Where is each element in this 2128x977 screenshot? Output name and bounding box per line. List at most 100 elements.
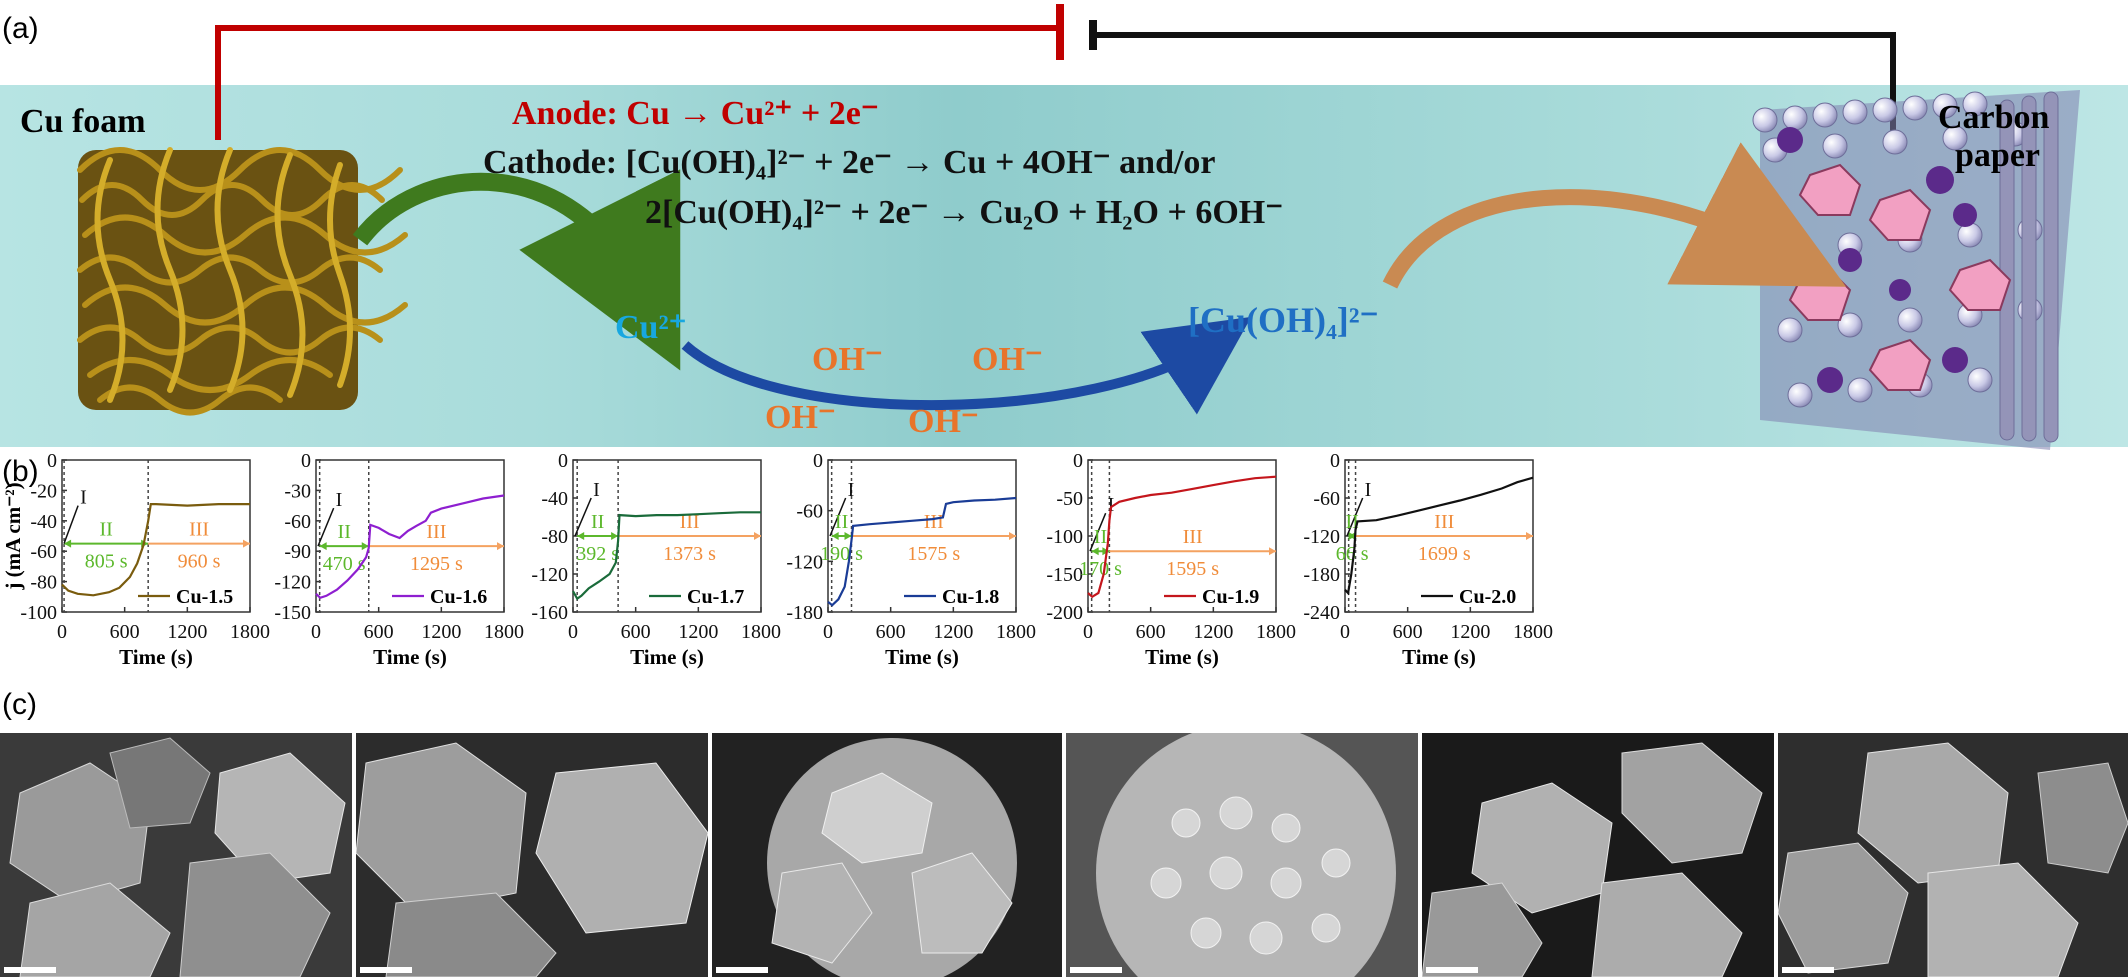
y-tick-label: -60 [30, 541, 57, 563]
stage-III-label: III [680, 511, 700, 533]
x-axis-label: Time (s) [1145, 645, 1219, 669]
stage-II-arrowhead-left [577, 532, 585, 540]
x-tick-label: 1800 [1256, 621, 1296, 643]
anode-equation: Anode: Cu → Cu²⁺ + 2e⁻ [512, 95, 879, 132]
y-tick-label: -150 [1046, 564, 1083, 586]
y-tick-label: 0 [558, 450, 568, 472]
stage-II-label: II [338, 521, 351, 543]
y-tick-label: -80 [30, 572, 57, 594]
y-tick-label: 0 [1330, 450, 1340, 472]
sem-image-cu-1.5 [0, 733, 352, 977]
y-tick-label: 0 [47, 450, 57, 472]
x-tick-label: 0 [1083, 621, 1093, 643]
y-tick-label: -120 [1303, 526, 1340, 548]
stage-II-arrowhead-left [319, 542, 327, 551]
stage-II-label: II [1094, 526, 1107, 548]
y-tick-label: -100 [1046, 526, 1083, 548]
stage-III-arrowhead [1009, 532, 1016, 540]
stage-III-arrowhead [243, 539, 250, 548]
stage-III-duration: 1295 s [410, 553, 463, 575]
y-tick-label: 0 [1073, 450, 1083, 472]
legend-label: Cu-1.5 [176, 586, 233, 608]
y-tick-label: -90 [284, 541, 311, 563]
x-axis-label: Time (s) [373, 645, 447, 669]
chronoamperometry-charts: 0 600 1200 1800 0 -20 -40 -60 -80 -100 Time (s) j (… [1, 450, 1553, 669]
stage-I-label: I [848, 479, 855, 501]
stage-II-duration: 805 s [85, 551, 128, 573]
scale-bar [1070, 967, 1122, 973]
y-tick-label: -20 [30, 480, 57, 502]
sem-image-cu-1.7 [712, 733, 1062, 977]
carbon-paper-label-1: Carbon [1938, 99, 2050, 136]
x-tick-label: 0 [823, 621, 833, 643]
legend-label: Cu-1.7 [687, 586, 744, 608]
y-tick-label: -100 [20, 602, 57, 624]
stage-III-duration: 960 s [178, 551, 221, 573]
y-axis-label: j (mA cm⁻²) [1, 482, 25, 590]
plot-frame [61, 459, 251, 613]
x-tick-label: 1200 [421, 621, 461, 643]
complex-ion-label: [Cu(OH)₄]²⁻ [1188, 300, 1379, 340]
data-line-cu-2.0 [1344, 476, 1534, 596]
x-tick-label: 600 [621, 621, 651, 643]
stage-II-arrowhead-right [1348, 532, 1356, 540]
cu-foam-illustration [77, 147, 408, 416]
stage-II-arrowhead-left [1091, 547, 1099, 556]
stage-II-duration: 190 s [820, 543, 863, 565]
data-line-cu-1.8 [827, 496, 1017, 607]
scale-bar [1426, 967, 1478, 973]
tan-arrow [1382, 142, 1847, 289]
y-tick-label: -40 [30, 511, 57, 533]
stage-I-pointer [829, 497, 847, 537]
y-tick-label: -120 [786, 551, 823, 573]
data-line-cu-1.7 [572, 511, 761, 601]
y-tick-label: -180 [1303, 564, 1340, 586]
stage-III-label: III [1183, 526, 1203, 548]
y-tick-label: -120 [274, 572, 311, 594]
stage-II-duration: 470 s [323, 553, 366, 575]
green-arrow [352, 169, 681, 371]
stage-I-label: I [336, 489, 343, 511]
panel-label-c: (c) [2, 688, 37, 721]
stage-II-duration: 170 s [1079, 558, 1122, 580]
stage-I-pointer [1346, 497, 1364, 537]
y-tick-label: -180 [786, 602, 823, 624]
x-tick-label: 1200 [678, 621, 718, 643]
x-tick-label: 0 [311, 621, 321, 643]
x-tick-label: 1800 [741, 621, 781, 643]
y-tick-label: 0 [813, 450, 823, 472]
data-line-cu-1.9 [1087, 475, 1277, 599]
stage-II-label: II [99, 519, 112, 541]
stage-III-label: III [189, 519, 209, 541]
x-tick-label: 600 [876, 621, 906, 643]
x-tick-label: 600 [1393, 621, 1423, 643]
stage-III-arrowhead [754, 532, 761, 540]
sem-image-cu-1.9 [1422, 733, 1774, 977]
stage-II-label: II [835, 511, 848, 533]
stage-II-arrowhead-left [831, 532, 839, 540]
stage-I-pointer [317, 507, 335, 547]
stage-III-label: III [1434, 511, 1454, 533]
hydroxide-label-1: OH⁻ [812, 341, 883, 378]
stage-II-duration: 66 s [1336, 543, 1369, 565]
cathode-equation-1: Cathode: [Cu(OH)₄]²⁻ + 2e⁻ → Cu + 4OH⁻ a… [483, 144, 1216, 181]
stage-III-arrowhead [1269, 547, 1276, 556]
x-tick-label: 1800 [996, 621, 1036, 643]
scale-bar [4, 967, 56, 973]
legend-label: Cu-1.9 [1202, 586, 1259, 608]
sem-image-cu-1.6 [356, 733, 708, 977]
x-tick-label: 600 [364, 621, 394, 643]
stage-III-arrowhead [1526, 532, 1533, 540]
stage-I-label: I [80, 487, 87, 509]
stage-III-label: III [426, 521, 446, 543]
stage-II-arrowhead-right [844, 532, 852, 540]
stage-II-label: II [591, 511, 604, 533]
stage-II-arrowhead-right [361, 542, 369, 551]
scale-bar [360, 967, 412, 973]
stage-III-duration: 1373 s [663, 543, 716, 565]
stage-I-label: I [593, 479, 600, 501]
x-tick-label: 0 [57, 621, 67, 643]
stage-III-duration: 1699 s [1418, 543, 1471, 565]
x-axis-label: Time (s) [885, 645, 959, 669]
